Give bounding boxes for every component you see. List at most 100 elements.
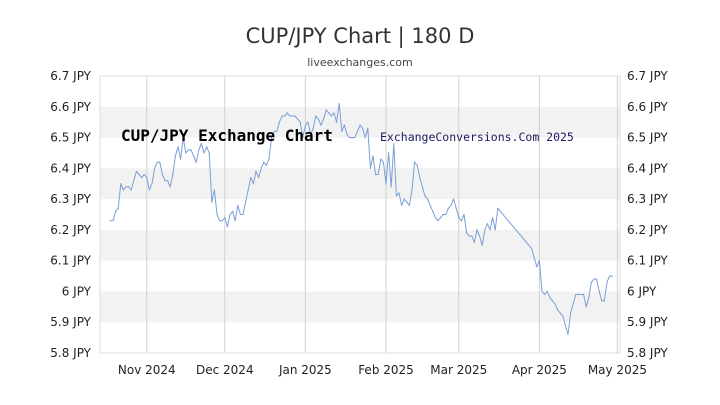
data-point: [572, 303, 574, 305]
data-point: [492, 217, 494, 219]
data-point: [544, 293, 546, 296]
data-point: [198, 149, 200, 151]
y-tick-label-left: 6.1 JPY: [50, 254, 91, 268]
data-point: [141, 177, 143, 179]
data-point: [401, 204, 403, 206]
y-tick-label-right: 5.8 JPY: [627, 346, 668, 360]
y-tick-label-left: 6 JPY: [62, 284, 92, 298]
y-tick-label-left: 6.4 JPY: [50, 161, 91, 175]
grid-band: [100, 168, 620, 200]
data-point: [611, 275, 613, 277]
data-point: [580, 293, 582, 296]
data-point: [185, 152, 187, 154]
data-point: [432, 210, 434, 212]
data-point: [408, 204, 410, 206]
data-point: [213, 189, 215, 191]
data-point: [193, 155, 195, 157]
data-point: [395, 195, 397, 197]
data-point: [593, 278, 595, 280]
y-tick-label-right: 5.9 JPY: [627, 315, 668, 329]
data-point: [252, 183, 254, 185]
data-point: [255, 170, 257, 172]
data-point: [603, 300, 606, 302]
data-point: [570, 312, 572, 314]
data-point: [577, 293, 580, 296]
data-point: [554, 303, 556, 305]
data-point: [375, 173, 377, 176]
data-point: [276, 130, 278, 132]
data-point: [533, 257, 535, 259]
data-point: [268, 158, 270, 160]
data-point: [172, 173, 174, 176]
data-point: [499, 210, 501, 212]
chart-subtitle: liveexchanges.com: [307, 56, 413, 69]
data-point: [219, 220, 221, 222]
data-point: [419, 177, 421, 179]
data-point: [362, 127, 364, 129]
data-point: [333, 112, 335, 114]
data-point: [177, 146, 179, 148]
data-point: [588, 297, 590, 299]
data-point: [466, 232, 468, 234]
y-tick-label-left: 5.9 JPY: [50, 315, 91, 329]
data-point: [281, 115, 283, 117]
data-point: [390, 186, 392, 188]
data-point: [393, 143, 395, 145]
data-point: [567, 333, 569, 336]
data-point: [245, 201, 247, 203]
data-point: [468, 235, 470, 237]
data-point: [148, 189, 150, 191]
data-point: [302, 137, 304, 139]
data-point: [460, 220, 462, 222]
x-tick-label: Apr 2025: [512, 363, 567, 377]
data-point: [317, 118, 319, 120]
data-point: [538, 260, 541, 262]
data-point: [260, 167, 262, 169]
data-point: [486, 223, 488, 225]
data-point: [494, 229, 496, 231]
data-point: [291, 115, 293, 117]
data-point: [138, 173, 140, 176]
series-points: [109, 103, 613, 336]
data-point: [115, 210, 117, 212]
vertical-gridlines: [146, 76, 618, 353]
data-point: [479, 235, 481, 237]
data-point: [354, 137, 356, 139]
data-point: [559, 312, 561, 314]
data-point: [208, 152, 210, 154]
data-point: [336, 121, 338, 123]
data-point: [120, 183, 122, 185]
y-tick-label-right: 6.2 JPY: [627, 223, 668, 237]
data-point: [154, 167, 156, 169]
data-point: [473, 241, 475, 243]
data-point: [343, 124, 345, 126]
data-point: [562, 315, 564, 317]
data-point: [164, 180, 166, 182]
data-point: [125, 186, 127, 188]
data-point: [117, 207, 119, 209]
data-point: [122, 189, 124, 191]
data-point: [169, 186, 171, 188]
y-tick-label-right: 6.1 JPY: [627, 254, 668, 268]
data-point: [476, 229, 478, 231]
data-point: [294, 115, 296, 117]
data-point: [320, 124, 322, 126]
x-axis-ticks: Nov 2024 Dec 2024 Jan 2025 Feb 2025 Mar 2025…: [118, 363, 647, 377]
data-point: [427, 198, 429, 200]
grid-band: [100, 106, 620, 138]
data-point: [497, 207, 499, 209]
data-point: [325, 109, 327, 111]
y-tick-label-left: 6.2 JPY: [50, 223, 91, 237]
data-point: [265, 164, 267, 166]
data-point: [414, 161, 416, 163]
data-point: [133, 180, 135, 182]
x-tick-label: Nov 2024: [118, 363, 176, 377]
grid-band: [100, 229, 620, 261]
data-point: [429, 204, 431, 206]
data-point: [388, 152, 390, 154]
data-point: [489, 229, 491, 231]
data-point: [323, 118, 325, 120]
data-point: [351, 137, 353, 139]
data-point: [312, 127, 314, 129]
